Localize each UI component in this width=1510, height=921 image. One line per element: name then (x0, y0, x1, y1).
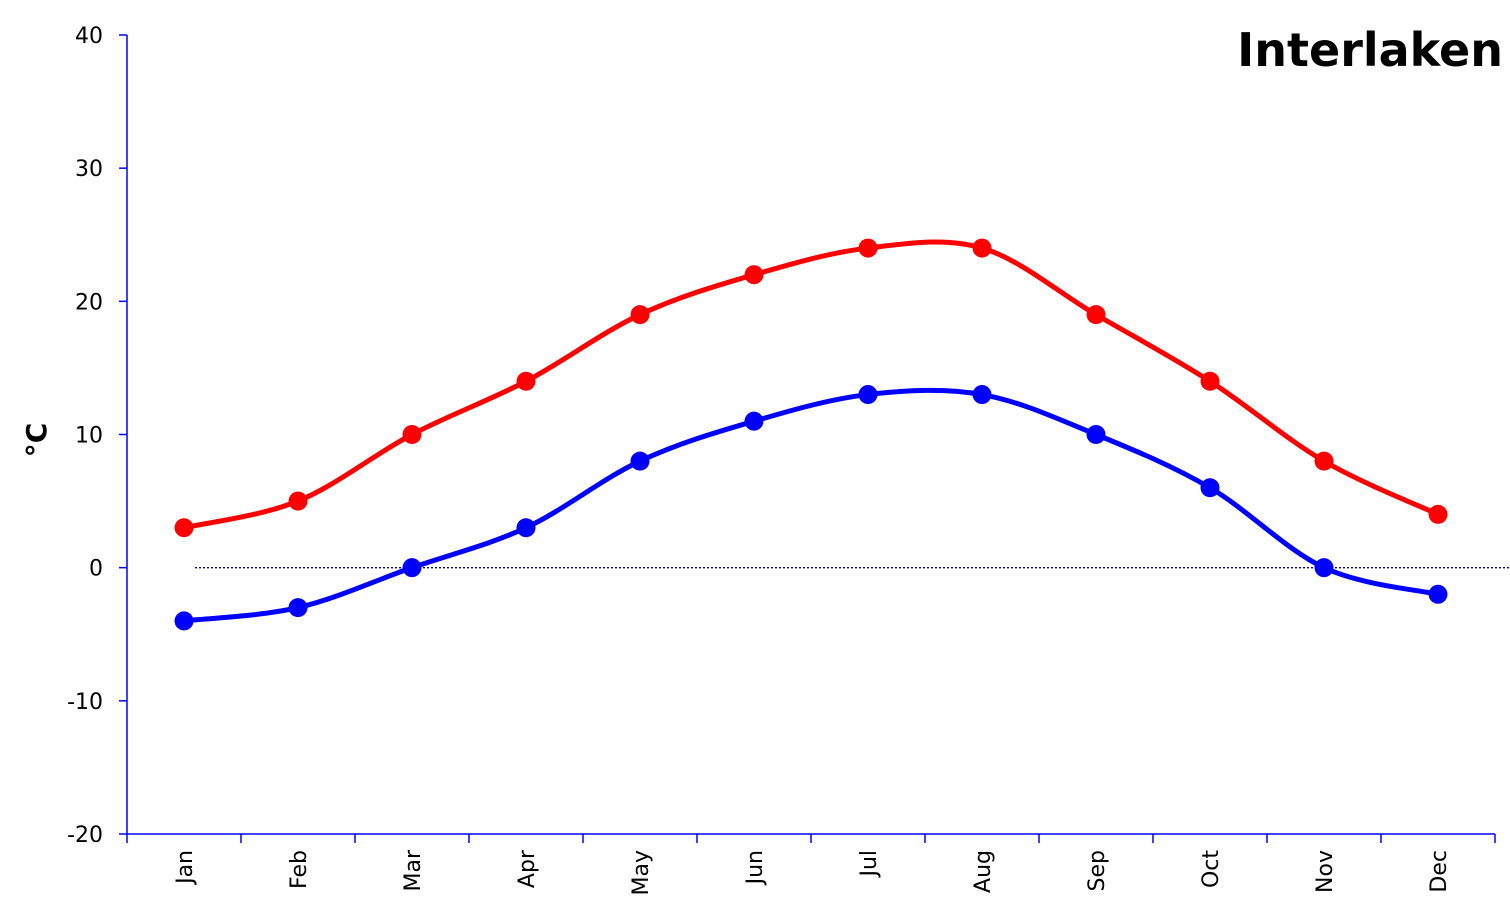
x-tick-label: Jun (743, 850, 768, 886)
x-tick-label: Aug (971, 850, 996, 893)
x-tick-label: Sep (1085, 850, 1110, 891)
data-point (516, 371, 536, 391)
y-axis: 40 30 20 10 0 -10 -20 (67, 24, 128, 848)
data-point (1086, 425, 1106, 444)
data-point (1428, 584, 1448, 604)
data-point (744, 411, 764, 431)
data-point (972, 385, 992, 405)
x-tick-label: Dec (1427, 850, 1452, 893)
data-point (744, 265, 764, 285)
x-tick-label: Jan (173, 850, 198, 886)
series-line (181, 239, 1441, 531)
x-tick-label: Jul (857, 850, 882, 879)
data-point (288, 598, 308, 618)
data-point (630, 451, 650, 471)
data-point (1314, 558, 1334, 578)
y-tick-label: -10 (67, 690, 103, 715)
x-tick-label: Feb (287, 850, 312, 889)
data-point (1428, 504, 1448, 524)
data-point (630, 305, 650, 325)
data-point (1200, 478, 1220, 498)
y-tick-label: 20 (75, 290, 103, 315)
series-blue (174, 385, 1448, 631)
data-point (288, 491, 308, 511)
data-point (972, 238, 992, 258)
series-red (174, 238, 1448, 538)
data-point (402, 558, 422, 578)
series-line (181, 387, 1441, 624)
data-point (174, 611, 194, 631)
y-tick-label: 30 (75, 157, 103, 182)
data-point (858, 238, 878, 258)
x-tick-label: May (629, 850, 654, 895)
x-tick-label: Mar (401, 849, 426, 891)
data-point (1200, 371, 1220, 391)
chart-title: Interlaken (1237, 23, 1503, 77)
y-axis-label: °C (20, 423, 53, 458)
x-axis: Jan Feb Mar Apr May Jun Jul Aug Sep Oct Nov Dec (126, 833, 1496, 895)
x-tick-label: Apr (515, 849, 540, 888)
y-tick-label: 0 (89, 557, 103, 582)
x-tick-label: Nov (1313, 850, 1338, 893)
data-point (516, 518, 536, 538)
data-point (402, 425, 422, 444)
y-tick-label: 10 (75, 424, 103, 449)
data-point (1314, 451, 1334, 471)
y-tick-label: 40 (75, 24, 103, 49)
data-point (174, 518, 194, 538)
y-tick-label: -20 (67, 823, 103, 848)
data-point (1086, 305, 1106, 325)
series-layer (174, 238, 1448, 631)
x-tick-label: Oct (1199, 850, 1224, 888)
data-point (858, 385, 878, 405)
